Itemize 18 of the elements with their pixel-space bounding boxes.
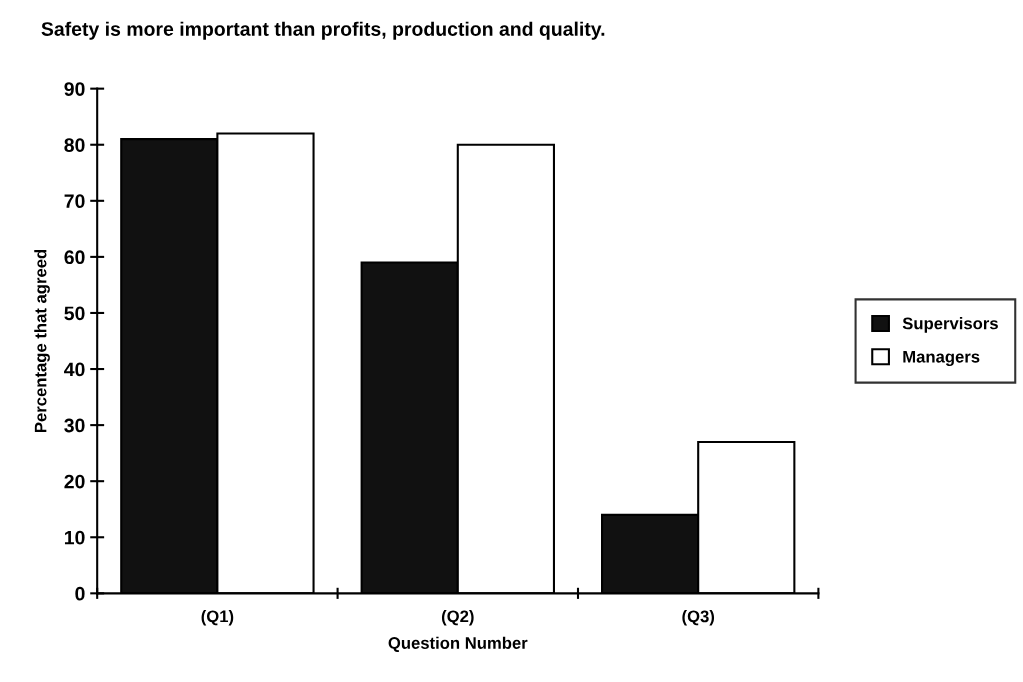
y-tick-label: 50 [64, 306, 85, 321]
y-tick-label: 40 [64, 362, 85, 377]
y-tick-label: 80 [64, 138, 85, 152]
y-tick-label: 30 [64, 418, 85, 433]
x-tick-label: (Q1) [201, 610, 234, 626]
x-axis-title: Question Number [388, 636, 528, 653]
y-axis-title: Percentage that agreed [34, 249, 50, 433]
legend-label: Managers [903, 351, 980, 366]
legend-label: Supervisors [902, 317, 998, 333]
chart-title: Safety is more important than profits, production and quality. [41, 21, 605, 40]
y-tick-label: 10 [64, 530, 85, 545]
x-tick-label: (Q3) [682, 610, 715, 626]
y-tick-label: 20 [64, 474, 85, 489]
y-tick-label: 70 [64, 194, 85, 209]
y-tick-label: 90 [64, 82, 85, 96]
y-tick-label: 0 [75, 586, 85, 601]
y-tick-label: 60 [64, 250, 85, 265]
x-tick-label: (Q2) [441, 610, 474, 626]
